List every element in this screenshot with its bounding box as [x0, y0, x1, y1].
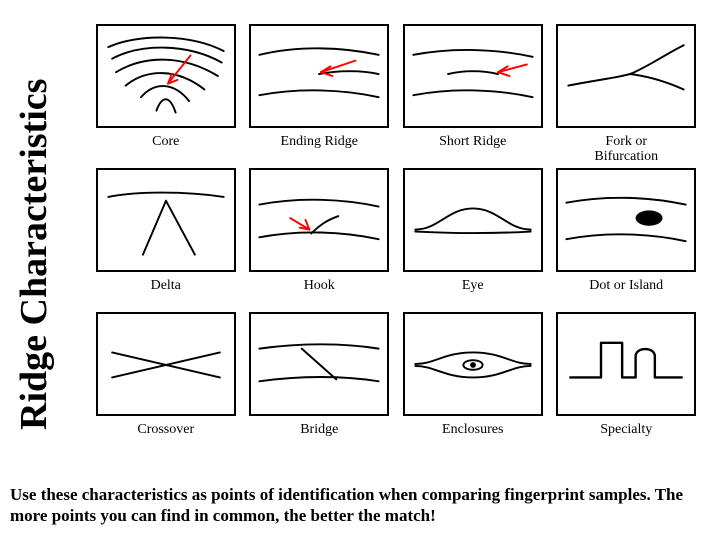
- characteristics-grid: Core Ending Ridge: [92, 24, 700, 450]
- diagram-bridge: [249, 312, 389, 416]
- cell-hook: Hook: [246, 168, 394, 306]
- cell-crossover: Crossover: [92, 312, 240, 450]
- label-specialty: Specialty: [600, 422, 652, 437]
- cell-short-ridge: Short Ridge: [399, 24, 547, 162]
- cell-core: Core: [92, 24, 240, 162]
- diagram-core: [96, 24, 236, 128]
- label-bridge: Bridge: [300, 422, 338, 437]
- diagram-eye: [403, 168, 543, 272]
- label-dot: Dot or Island: [589, 278, 663, 293]
- cell-bridge: Bridge: [246, 312, 394, 450]
- diagram-short-ridge: [403, 24, 543, 128]
- diagram-specialty: [556, 312, 696, 416]
- page-title: Ridge Characteristics: [12, 79, 56, 430]
- cell-enclosures: Enclosures: [399, 312, 547, 450]
- diagram-enclosures: [403, 312, 543, 416]
- label-core: Core: [152, 134, 179, 149]
- diagram-fork: [556, 24, 696, 128]
- diagram-delta: [96, 168, 236, 272]
- label-short-ridge: Short Ridge: [439, 134, 506, 149]
- label-crossover: Crossover: [137, 422, 194, 437]
- label-eye: Eye: [462, 278, 484, 293]
- cell-delta: Delta: [92, 168, 240, 306]
- diagram-crossover: [96, 312, 236, 416]
- label-enclosures: Enclosures: [442, 422, 503, 437]
- label-hook: Hook: [304, 278, 335, 293]
- label-delta: Delta: [151, 278, 181, 293]
- cell-dot: Dot or Island: [553, 168, 701, 306]
- caption-text: Use these characteristics as points of i…: [10, 484, 710, 527]
- cell-eye: Eye: [399, 168, 547, 306]
- diagram-hook: [249, 168, 389, 272]
- label-ending-ridge: Ending Ridge: [281, 134, 358, 149]
- cell-specialty: Specialty: [553, 312, 701, 450]
- cell-fork: Fork or Bifurcation: [553, 24, 701, 162]
- diagram-dot: [556, 168, 696, 272]
- diagram-ending-ridge: [249, 24, 389, 128]
- label-fork: Fork or Bifurcation: [594, 134, 658, 165]
- cell-ending-ridge: Ending Ridge: [246, 24, 394, 162]
